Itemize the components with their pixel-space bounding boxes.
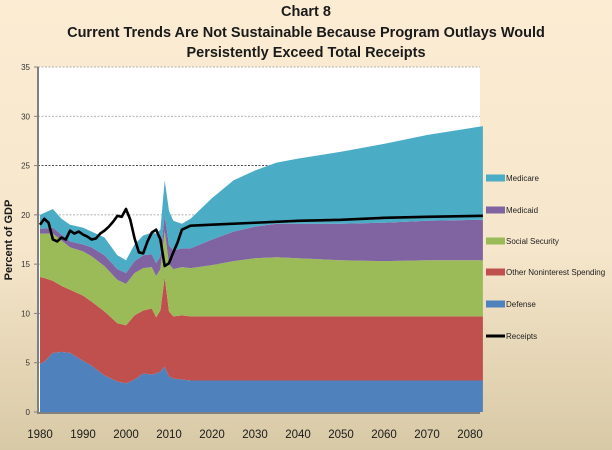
x-tick-label: 2040 [285,429,311,441]
legend-item-medicare: Medicare [486,174,539,183]
area-social-security [40,230,483,326]
y-tick-label: 25 [21,162,30,171]
legend-label: Defense [506,300,536,309]
x-tick-label: 1990 [70,429,96,441]
legend-label: Other Noninterest Spending [506,268,605,277]
y-tick-labels: 0 5 10 15 20 25 30 35 [21,63,30,417]
y-tick-label: 35 [21,63,30,72]
legend-swatch [486,334,505,338]
legend-label: Medicare [506,174,539,183]
x-tick-label: 2070 [414,429,440,441]
legend-label: Medicaid [506,206,538,215]
x-tick-label: 1980 [27,429,53,441]
x-tick-label: 2020 [199,429,225,441]
legend-swatch [486,268,505,276]
chart-subtitle-line2: Persistently Exceed Total Receipts [186,45,426,61]
y-tick-label: 20 [21,211,30,220]
area-medicaid [40,214,483,284]
line-series [38,207,483,268]
legend-item-defense: Defense [486,300,536,309]
x-tick-labels: 1980 1990 2000 2010 2020 2030 2040 2050 2060 2070… [27,429,483,441]
legend-label: Social Security [506,237,559,246]
legend-item-receipts: Receipts [486,332,537,341]
legend-item-social-security: Social Security [486,237,559,246]
area-other-noninterest-spending [40,276,483,384]
legend-item-medicaid: Medicaid [486,206,538,215]
legend-swatch [486,237,505,245]
legend-swatch [486,300,505,308]
legend-item-other-noninterest-spending: Other Noninterest Spending [486,268,605,277]
y-tick-label: 15 [21,260,30,269]
x-tick-label: 2060 [371,429,397,441]
chart-subtitle-line1: Current Trends Are Not Sustainable Becau… [67,25,545,41]
y-tick-label: 30 [21,112,30,121]
x-tick-label: 2000 [113,429,139,441]
axes [34,66,480,414]
y-tick-label: 10 [21,309,30,318]
line-receipts [38,207,483,268]
x-tick-label: 2030 [242,429,268,441]
y-tick-label: 0 [26,408,31,417]
x-tick-label: 2050 [328,429,354,441]
y-tick-label: 5 [26,359,31,368]
legend: Medicare Medicaid Social Security Other Non… [486,174,605,341]
y-axis-label: Percent of GDP [3,200,15,281]
legend-label: Receipts [506,332,537,341]
legend-swatch [486,206,505,214]
x-tick-label: 2010 [156,429,182,441]
x-tick-label: 2080 [457,429,483,441]
area-defense [40,351,483,412]
chart-title: Chart 8 [281,4,331,20]
legend-swatch [486,174,505,182]
